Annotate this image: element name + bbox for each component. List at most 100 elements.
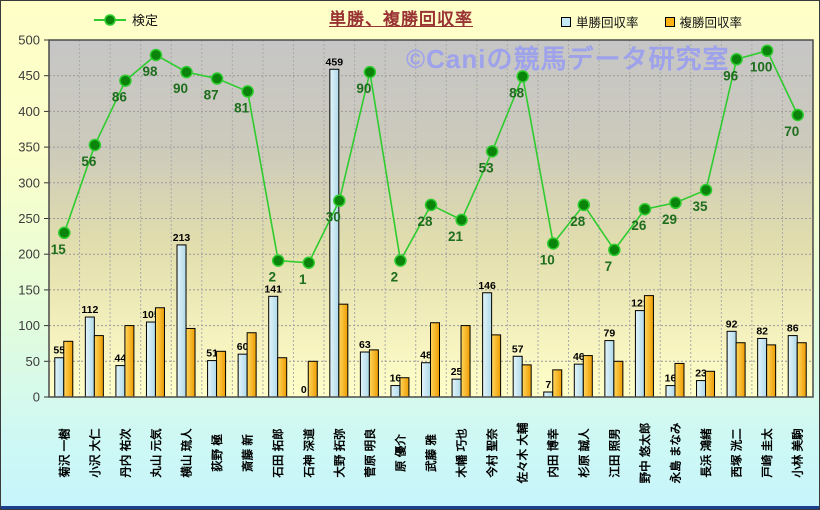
bar-place (613, 360, 624, 398)
x-category-label: 丹内 祐次 (118, 428, 132, 478)
legend-place-label: 複勝回収率 (679, 16, 743, 30)
bar-win-label: 141 (264, 283, 282, 295)
line-marker (58, 226, 71, 240)
line-marker (669, 196, 682, 210)
bar-place (674, 362, 685, 398)
line-label: 90 (173, 81, 188, 96)
line-label: 30 (326, 210, 341, 225)
line-marker (608, 243, 621, 257)
bar-win (390, 385, 401, 398)
bar-place (491, 334, 502, 398)
line-label: 86 (112, 90, 128, 105)
x-category-label: 石田 拓郎 (271, 428, 285, 478)
legend-bar-series: 単勝回収率 複勝回収率 (561, 12, 742, 31)
bar-win (787, 335, 798, 398)
x-category-label: 斎藤 新 (241, 434, 255, 472)
y-tick-label: 500 (18, 33, 40, 48)
bar-place (63, 340, 74, 398)
bar-place (185, 327, 196, 398)
x-category-label: 内田 博幸 (546, 428, 560, 478)
y-tick-label: 450 (18, 68, 40, 83)
y-tick-label: 300 (18, 175, 40, 190)
bar-place (307, 360, 318, 398)
line-label: 28 (417, 214, 433, 229)
bar-place (460, 325, 471, 398)
line-label: 88 (509, 85, 525, 100)
x-category-label: 原 優介 (393, 434, 407, 472)
bar-win-label: 51 (206, 348, 218, 360)
bar-place (705, 370, 716, 398)
line-label: 70 (784, 124, 799, 139)
bar-win-label: 112 (81, 304, 98, 316)
line-marker (424, 198, 438, 212)
line-marker (333, 194, 346, 207)
bar-win-label: 44 (115, 353, 127, 365)
bar-win (726, 330, 737, 398)
bar-place (399, 377, 410, 398)
x-category-label: 武藤 雅 (424, 434, 438, 472)
bar-win-label: 46 (573, 351, 585, 363)
bar-win (268, 295, 279, 398)
line-label: 2 (391, 270, 399, 285)
line-marker (88, 138, 102, 152)
legend-item-place: 複勝回収率 (664, 12, 743, 31)
bar-place (643, 295, 654, 398)
line-marker (119, 74, 132, 87)
x-category-label: 大野 拓弥 (332, 428, 346, 478)
x-category-label: 江田 照男 (607, 428, 621, 477)
line-label: 29 (662, 212, 677, 227)
line-label: 100 (750, 60, 773, 75)
bar-win-label: 25 (451, 366, 463, 378)
line-marker (271, 254, 285, 267)
x-category-label: 永島 まなみ (668, 422, 682, 484)
x-category-label: 戸崎 圭太 (760, 428, 774, 478)
line-label: 2 (268, 270, 276, 285)
x-category-label: 小林 美駒 (791, 428, 805, 479)
line-label: 15 (51, 242, 67, 257)
line-marker (760, 44, 774, 57)
y-tick-label: 0 (33, 390, 40, 405)
bar-win (176, 244, 187, 398)
page-title: 単勝、複勝回収率 (329, 10, 473, 29)
line-marker (485, 145, 499, 158)
line-label: 28 (570, 214, 586, 229)
bar-win (237, 353, 248, 398)
line-label: 21 (448, 229, 464, 244)
bar-win-label: 48 (420, 350, 432, 362)
bar-win-label: 213 (173, 232, 191, 244)
bar-win (359, 351, 370, 398)
bar-win (512, 355, 523, 398)
bar-place (735, 342, 746, 398)
legend-win-label: 単勝回収率 (576, 16, 639, 30)
bar-place (154, 307, 165, 398)
line-label: 7 (605, 259, 613, 274)
x-category-label: 佐々木 大輔 (516, 422, 530, 484)
line-marker (699, 183, 713, 197)
line-label: 26 (631, 218, 647, 233)
bar-win-label: 23 (695, 368, 707, 380)
bar-win-label: 57 (512, 343, 524, 355)
line-label: 81 (234, 100, 250, 115)
x-category-label: 荻野 極 (210, 434, 224, 472)
y-tick-label: 100 (18, 318, 40, 333)
x-category-label: 長浜 鴻緒 (699, 428, 713, 478)
line-label: 56 (81, 154, 97, 169)
win-swatch-icon (561, 16, 571, 27)
bar-win-label: 79 (604, 328, 616, 340)
bar-win-label: 82 (756, 325, 768, 337)
x-category-label: 木幡 巧也 (455, 428, 469, 479)
bottom-border (1, 506, 819, 509)
line-marker (638, 202, 652, 216)
bar-place (796, 342, 807, 398)
bar-place (93, 335, 104, 398)
line-marker (546, 237, 560, 250)
x-category-label: 杉原 誠人 (577, 428, 591, 478)
place-swatch-icon (664, 16, 675, 27)
line-label: 96 (723, 68, 739, 83)
bar-win (54, 357, 65, 398)
x-category-label: 菅原 明良 (363, 428, 377, 478)
line-marker (394, 254, 407, 267)
bar-place (430, 322, 440, 398)
bar-win (757, 337, 768, 398)
